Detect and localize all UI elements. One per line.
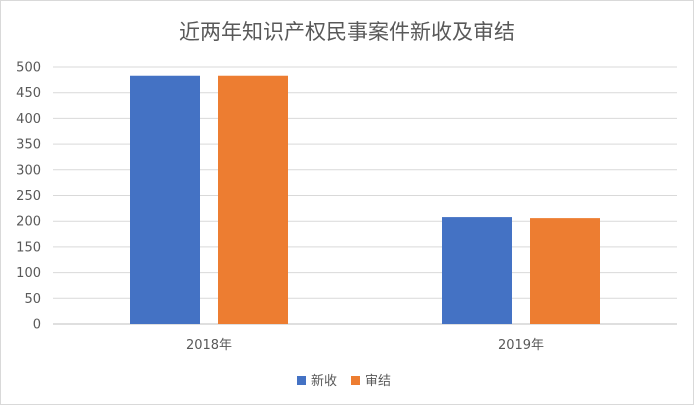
legend: 新收 审结 bbox=[297, 373, 391, 389]
bar-closed-cases-1 bbox=[218, 75, 288, 324]
bar-new-cases-2 bbox=[442, 217, 512, 324]
y-axis-tick-labels: 0 50 100 150 200 250 300 350 400 450 500 bbox=[16, 61, 41, 333]
y-tick-label: 150 bbox=[16, 240, 41, 255]
y-tick-label: 350 bbox=[16, 138, 41, 153]
legend-label: 审结 bbox=[365, 374, 391, 389]
y-tick-label: 50 bbox=[24, 292, 41, 307]
bar-closed-cases-2 bbox=[530, 218, 600, 324]
y-tick-label: 300 bbox=[16, 163, 41, 178]
y-tick-label: 500 bbox=[16, 61, 41, 76]
legend-swatch bbox=[351, 376, 360, 385]
y-tick-label: 200 bbox=[16, 215, 41, 230]
x-tick-label: 2019年 bbox=[498, 338, 544, 353]
y-tick-label: 100 bbox=[16, 266, 41, 281]
legend-swatch bbox=[297, 376, 306, 385]
y-tick-label: 250 bbox=[16, 189, 41, 204]
y-tick-label: 450 bbox=[16, 86, 41, 101]
legend-label: 新收 bbox=[311, 373, 337, 389]
chart-title: 近两年知识产权民事案件新收及审结 bbox=[179, 20, 515, 44]
x-axis-tick-labels: 2018年 2019年 bbox=[186, 338, 544, 353]
bar-new-cases-1 bbox=[130, 75, 200, 324]
x-tick-label: 2018年 bbox=[186, 338, 232, 353]
bars bbox=[130, 75, 600, 324]
y-tick-label: 0 bbox=[33, 318, 41, 333]
y-tick-label: 400 bbox=[16, 112, 41, 127]
